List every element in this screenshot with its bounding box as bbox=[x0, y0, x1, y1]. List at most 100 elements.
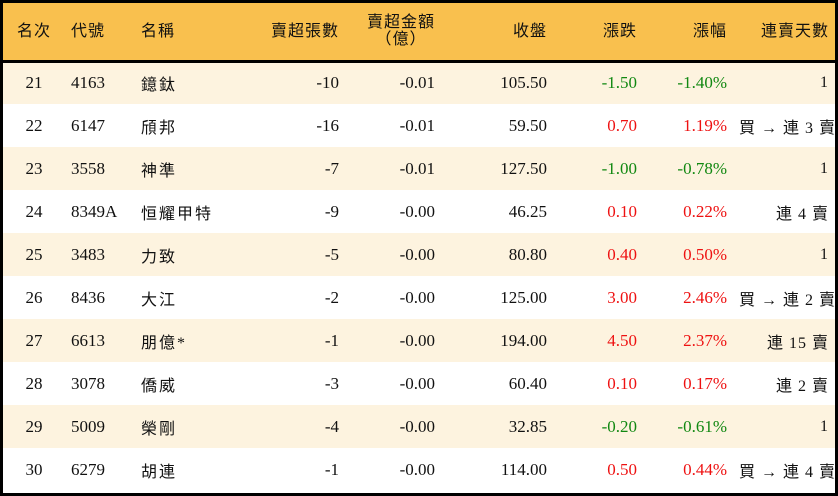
header-code[interactable]: 代號 bbox=[65, 3, 135, 63]
cell-rank: 29 bbox=[25, 416, 43, 436]
cell-change-pct: -0.78% bbox=[677, 158, 727, 178]
table-row[interactable]: 22 6147 頎邦 -16 -0.01 59.50 0.70 1.19% 買 … bbox=[3, 104, 835, 147]
cell-consecutive-sell-days: 買 → 連 4 賣 bbox=[739, 463, 837, 481]
cell-code[interactable]: 6279 bbox=[71, 459, 105, 479]
cell-net-sell-amount: -0.00 bbox=[399, 330, 435, 350]
cell-change: 0.10 bbox=[607, 373, 637, 393]
cell-net-sell-amount: -0.00 bbox=[399, 244, 435, 264]
cell-change-pct: 0.17% bbox=[683, 373, 727, 393]
table-row[interactable]: 27 6613 朋億* -1 -0.00 194.00 4.50 2.37% 連… bbox=[3, 319, 835, 362]
cell-consecutive-sell-days: 1 bbox=[820, 245, 829, 263]
cell-net-sell-amount: -0.00 bbox=[399, 287, 435, 307]
cell-code[interactable]: 5009 bbox=[71, 416, 105, 436]
cell-rank: 28 bbox=[25, 373, 43, 393]
cell-net-sell-amount: -0.00 bbox=[399, 416, 435, 436]
cell-consecutive-sell-days: 1 bbox=[820, 159, 829, 177]
cell-name[interactable]: 頎邦 bbox=[141, 119, 178, 137]
cell-close: 60.40 bbox=[508, 373, 547, 393]
cell-code[interactable]: 4163 bbox=[71, 73, 105, 93]
cell-name[interactable]: 鐿鈦 bbox=[141, 77, 178, 95]
cell-change: 3.00 bbox=[607, 287, 637, 307]
cell-change: 4.50 bbox=[607, 330, 637, 350]
cell-name[interactable]: 僑威 bbox=[141, 377, 178, 395]
cell-close: 59.50 bbox=[508, 115, 547, 135]
cell-net-sell-lots: -9 bbox=[324, 201, 339, 221]
cell-code[interactable]: 3078 bbox=[71, 373, 105, 393]
cell-close: 80.80 bbox=[508, 244, 547, 264]
cell-net-sell-lots: -1 bbox=[324, 459, 339, 479]
cell-net-sell-lots: -1 bbox=[324, 330, 339, 350]
cell-net-sell-lots: -5 bbox=[324, 244, 339, 264]
header-net-sell-lots[interactable]: 賣超張數 bbox=[245, 3, 345, 63]
table-row[interactable]: 25 3483 力致 -5 -0.00 80.80 0.40 0.50% 1 bbox=[3, 233, 835, 276]
cell-code[interactable]: 8349A bbox=[71, 201, 118, 221]
header-row: 名次 代號 名稱 賣超張數 賣超金額 （億） 收盤 漲跌 漲幅 連賣天數 bbox=[3, 3, 835, 63]
cell-code[interactable]: 3558 bbox=[71, 158, 105, 178]
cell-close: 194.00 bbox=[500, 330, 547, 350]
table-row[interactable]: 23 3558 神準 -7 -0.01 127.50 -1.00 -0.78% … bbox=[3, 147, 835, 190]
cell-change-pct: 0.22% bbox=[683, 201, 727, 221]
cell-close: 46.25 bbox=[508, 201, 547, 221]
table-row[interactable]: 29 5009 榮剛 -4 -0.00 32.85 -0.20 -0.61% 1 bbox=[3, 405, 835, 448]
cell-change-pct: 2.46% bbox=[683, 287, 727, 307]
table-row[interactable]: 26 8436 大江 -2 -0.00 125.00 3.00 2.46% 買 … bbox=[3, 276, 835, 319]
header-name[interactable]: 名稱 bbox=[135, 3, 245, 63]
cell-consecutive-sell-days: 1 bbox=[820, 74, 829, 92]
cell-name[interactable]: 朋億* bbox=[141, 334, 188, 352]
cell-code[interactable]: 8436 bbox=[71, 287, 105, 307]
cell-name[interactable]: 胡連 bbox=[141, 463, 178, 481]
cell-net-sell-lots: -16 bbox=[316, 115, 339, 135]
cell-net-sell-amount: -0.00 bbox=[399, 373, 435, 393]
cell-rank: 30 bbox=[25, 459, 43, 479]
table-row[interactable]: 30 6279 胡連 -1 -0.00 114.00 0.50 0.44% 買 … bbox=[3, 448, 835, 491]
table-row[interactable]: 21 4163 鐿鈦 -10 -0.01 105.50 -1.50 -1.40%… bbox=[3, 61, 835, 104]
header-rank[interactable]: 名次 bbox=[3, 3, 65, 63]
cell-close: 127.50 bbox=[500, 158, 547, 178]
cell-close: 114.00 bbox=[500, 459, 547, 479]
header-net-sell-amount-line2: （億） bbox=[375, 31, 427, 49]
cell-change: -1.00 bbox=[601, 158, 637, 178]
cell-name[interactable]: 力致 bbox=[141, 248, 178, 266]
cell-rank: 22 bbox=[25, 115, 43, 135]
cell-change-pct: 0.50% bbox=[683, 244, 727, 264]
cell-code[interactable]: 6147 bbox=[71, 115, 105, 135]
cell-name[interactable]: 榮剛 bbox=[141, 420, 178, 438]
cell-change-pct: 2.37% bbox=[683, 330, 727, 350]
cell-net-sell-lots: -10 bbox=[316, 73, 339, 93]
cell-net-sell-amount: -0.00 bbox=[399, 201, 435, 221]
cell-consecutive-sell-days: 買 → 連 3 賣 bbox=[739, 119, 837, 137]
cell-net-sell-amount: -0.01 bbox=[399, 73, 435, 93]
header-close[interactable]: 收盤 bbox=[457, 3, 553, 63]
cell-net-sell-lots: -4 bbox=[324, 416, 339, 436]
header-change[interactable]: 漲跌 bbox=[553, 3, 643, 63]
cell-rank: 26 bbox=[25, 287, 43, 307]
table-row[interactable]: 24 8349A 恒耀甲特 -9 -0.00 46.25 0.10 0.22% … bbox=[3, 190, 835, 233]
cell-net-sell-amount: -0.01 bbox=[399, 115, 435, 135]
cell-net-sell-amount: -0.00 bbox=[399, 459, 435, 479]
cell-consecutive-sell-days: 1 bbox=[820, 417, 829, 435]
cell-close: 125.00 bbox=[500, 287, 547, 307]
header-consecutive-sell-days[interactable]: 連賣天數 bbox=[733, 3, 835, 63]
cell-change-pct: 0.44% bbox=[683, 459, 727, 479]
header-change-pct[interactable]: 漲幅 bbox=[643, 3, 733, 63]
cell-net-sell-lots: -2 bbox=[324, 287, 339, 307]
cell-name[interactable]: 大江 bbox=[141, 291, 178, 309]
table-row[interactable]: 28 3078 僑威 -3 -0.00 60.40 0.10 0.17% 連 2… bbox=[3, 362, 835, 405]
cell-change: 0.50 bbox=[607, 459, 637, 479]
table-body: 21 4163 鐿鈦 -10 -0.01 105.50 -1.50 -1.40%… bbox=[3, 61, 835, 491]
cell-name[interactable]: 恒耀甲特 bbox=[141, 205, 214, 223]
cell-consecutive-sell-days: 連 15 賣 bbox=[766, 334, 829, 352]
cell-name[interactable]: 神準 bbox=[141, 162, 178, 180]
cell-change: -0.20 bbox=[601, 416, 637, 436]
cell-rank: 21 bbox=[25, 73, 43, 93]
cell-rank: 25 bbox=[25, 244, 43, 264]
cell-change-pct: -1.40% bbox=[677, 73, 727, 93]
cell-consecutive-sell-days: 買 → 連 2 賣 bbox=[739, 291, 837, 309]
cell-code[interactable]: 6613 bbox=[71, 330, 105, 350]
cell-code[interactable]: 3483 bbox=[71, 244, 105, 264]
net-sell-ranking-table: 名次 代號 名稱 賣超張數 賣超金額 （億） 收盤 漲跌 漲幅 連賣天數 21 … bbox=[3, 3, 835, 491]
cell-net-sell-lots: -3 bbox=[324, 373, 339, 393]
header-net-sell-amount[interactable]: 賣超金額 （億） bbox=[345, 3, 457, 63]
cell-close: 105.50 bbox=[500, 73, 547, 93]
